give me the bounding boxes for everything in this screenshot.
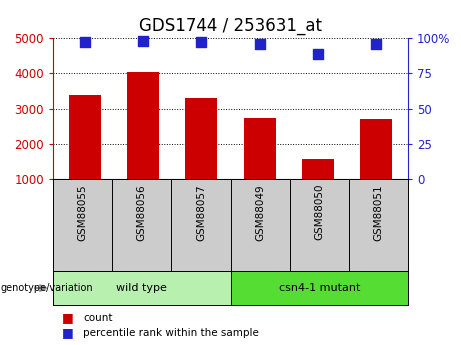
Text: ■: ■ bbox=[62, 311, 74, 324]
Bar bbox=[185, 98, 218, 179]
Text: GSM88051: GSM88051 bbox=[373, 184, 384, 240]
Point bbox=[81, 39, 89, 45]
Point bbox=[256, 41, 263, 47]
Bar bbox=[127, 71, 159, 179]
Text: ■: ■ bbox=[62, 326, 74, 339]
Text: GSM88057: GSM88057 bbox=[196, 184, 206, 240]
Bar bbox=[243, 118, 276, 179]
Point bbox=[372, 41, 380, 47]
Point bbox=[140, 38, 147, 43]
Text: wild type: wild type bbox=[116, 283, 167, 293]
Text: GSM88050: GSM88050 bbox=[314, 184, 324, 240]
Text: genotype/variation: genotype/variation bbox=[1, 283, 94, 293]
Text: count: count bbox=[83, 313, 112, 323]
Text: GSM88056: GSM88056 bbox=[137, 184, 147, 240]
Bar bbox=[69, 95, 101, 179]
Point bbox=[314, 51, 321, 56]
Text: csn4-1 mutant: csn4-1 mutant bbox=[278, 283, 360, 293]
Bar bbox=[360, 119, 392, 179]
Point bbox=[198, 39, 205, 45]
Text: percentile rank within the sample: percentile rank within the sample bbox=[83, 328, 259, 338]
Text: GDS1744 / 253631_at: GDS1744 / 253631_at bbox=[139, 17, 322, 35]
Text: GSM88049: GSM88049 bbox=[255, 184, 265, 240]
Text: GSM88055: GSM88055 bbox=[77, 184, 88, 240]
Bar bbox=[302, 159, 334, 179]
